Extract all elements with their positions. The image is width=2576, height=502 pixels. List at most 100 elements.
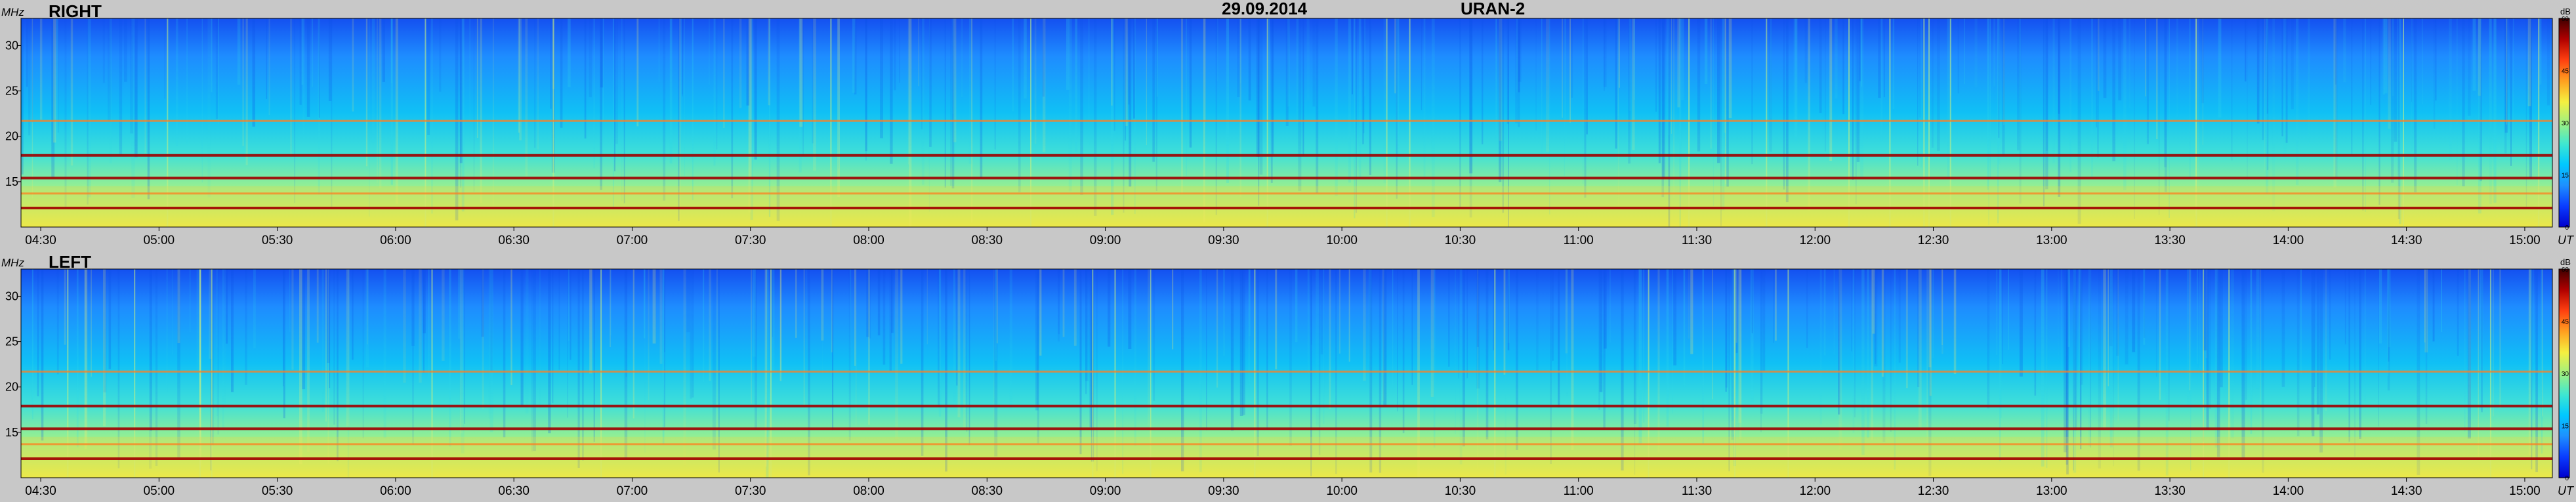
- interference-spike: [1494, 269, 1496, 478]
- low-band-glow: [21, 436, 2552, 478]
- noise-strip: [175, 18, 178, 146]
- noise-strip: [1549, 18, 1550, 215]
- x-tick-label: 06:00: [380, 234, 411, 247]
- noise-strip: [1363, 18, 1365, 134]
- noise-strip: [1172, 269, 1174, 350]
- noise-strip: [1633, 269, 1636, 425]
- noise-strip: [423, 269, 426, 333]
- noise-strip: [1732, 269, 1734, 421]
- panel-left: LEFT MHz 15 20 25 30 04:30 05:00 05:30 06:00 06:30…: [1, 252, 2575, 498]
- noise-strip: [2489, 18, 2492, 129]
- noise-strip: [803, 269, 805, 406]
- noise-strip: [1615, 18, 1617, 149]
- noise-strip: [518, 18, 520, 133]
- noise-strip: [854, 269, 856, 366]
- noise-strip: [1042, 18, 1045, 97]
- noise-strip: [2074, 269, 2077, 430]
- noise-strip: [1819, 269, 1822, 425]
- noise-strip: [245, 18, 248, 165]
- x-tick-label: 09:00: [1090, 484, 1121, 498]
- noise-strip: [1156, 18, 1158, 97]
- noise-strip: [709, 269, 711, 381]
- noise-strip: [1239, 269, 1243, 416]
- noise-strip: [2266, 18, 2269, 194]
- y-tick-label: 15: [5, 175, 18, 188]
- noise-strip: [1834, 18, 1838, 99]
- noise-strip: [682, 18, 683, 96]
- noise-strip: [1881, 269, 1884, 377]
- interference-spike: [1150, 269, 1152, 478]
- noise-strip: [1310, 269, 1312, 476]
- noise-strip: [865, 18, 867, 152]
- noise-strip: [117, 269, 120, 469]
- noise-strip: [752, 269, 756, 357]
- noise-strip: [1839, 269, 1842, 450]
- noise-strip: [2300, 269, 2302, 374]
- noise-strip: [1702, 269, 1704, 444]
- noise-strip: [1704, 18, 1708, 84]
- y-axis-unit: MHz: [1, 6, 24, 18]
- noise-strip: [2457, 18, 2458, 185]
- noise-strip: [1856, 18, 1860, 162]
- noise-strip: [1268, 18, 1270, 180]
- interference-spike: [1092, 269, 1094, 478]
- noise-strip: [2198, 18, 2199, 188]
- noise-strip: [328, 18, 332, 101]
- noise-strip: [371, 18, 375, 142]
- noise-strip: [1507, 269, 1510, 350]
- noise-strip: [2542, 269, 2543, 417]
- noise-strip: [301, 18, 304, 85]
- noise-strip: [1725, 269, 1727, 392]
- noise-strip: [2387, 269, 2389, 377]
- noise-strip: [1697, 18, 1701, 152]
- noise-strip: [2425, 269, 2428, 424]
- noise-strip: [2541, 269, 2543, 454]
- noise-strip: [1128, 269, 1132, 349]
- noise-strip: [196, 269, 199, 373]
- noise-strip: [1804, 18, 1808, 83]
- noise-strip: [218, 18, 219, 125]
- noise-strip: [282, 269, 284, 387]
- noise-strip: [2285, 18, 2288, 143]
- x-tick-label: 15:00: [2509, 234, 2541, 247]
- low-band-glow: [21, 186, 2552, 227]
- noise-strip: [2250, 269, 2253, 434]
- noise-strip: [403, 269, 406, 383]
- noise-strip: [2108, 269, 2109, 387]
- x-axis-unit: UT: [2558, 234, 2575, 247]
- noise-strip: [2499, 269, 2501, 409]
- noise-strip: [2513, 18, 2514, 133]
- noise-strip: [866, 269, 869, 337]
- noise-strip: [1258, 18, 1260, 206]
- noise-strip: [1775, 269, 1777, 341]
- noise-strip: [764, 269, 767, 467]
- noise-strip: [1861, 18, 1863, 87]
- noise-strip: [1469, 18, 1473, 174]
- noise-strip: [1062, 269, 1065, 337]
- noise-strip: [2283, 18, 2287, 157]
- noise-strip: [831, 269, 833, 352]
- noise-strip: [1148, 269, 1149, 426]
- noise-strip: [1242, 269, 1245, 415]
- noise-strip: [1363, 269, 1366, 381]
- noise-strip: [109, 18, 112, 163]
- noise-strip: [802, 18, 804, 156]
- noise-strip: [2034, 269, 2037, 396]
- noise-strip: [963, 269, 966, 429]
- noise-strip: [1289, 269, 1292, 446]
- x-tick-label: 13:30: [2154, 484, 2186, 498]
- noise-strip: [1875, 269, 1877, 364]
- noise-strip: [2359, 269, 2361, 439]
- noise-strip: [253, 269, 256, 348]
- noise-strip: [1998, 18, 2000, 138]
- noise-strip: [2205, 269, 2208, 358]
- noise-strip: [750, 18, 753, 220]
- noise-strip: [1731, 269, 1734, 440]
- noise-strip: [177, 269, 180, 343]
- noise-strip: [311, 18, 314, 87]
- noise-strip: [1270, 18, 1273, 183]
- noise-strip: [1829, 18, 1833, 161]
- noise-strip: [680, 18, 682, 139]
- noise-strip: [412, 269, 414, 445]
- noise-strip: [771, 269, 775, 374]
